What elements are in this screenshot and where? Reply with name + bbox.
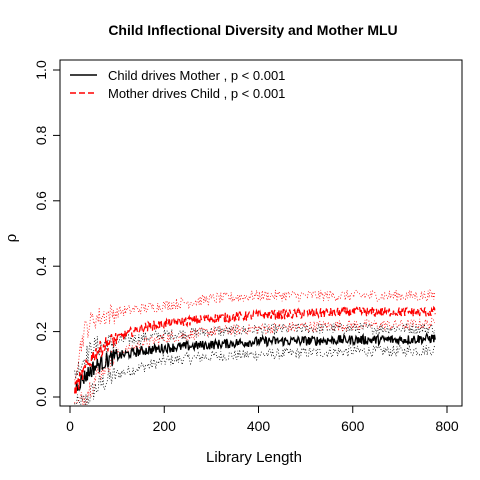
x-tick-label: 0	[66, 418, 74, 434]
x-tick-label: 200	[153, 418, 177, 434]
x-axis: 0 200 400 600 800	[66, 406, 459, 434]
legend-label-mother-drives-child: Mother drives Child , p < 0.001	[108, 86, 285, 101]
x-tick-label: 400	[247, 418, 271, 434]
series-band-mother-drives-child-lower	[75, 318, 435, 416]
plot-area	[75, 290, 436, 416]
y-tick-label: 0.2	[33, 322, 49, 342]
y-tick-label: 0.8	[33, 125, 49, 145]
legend: Child drives Mother , p < 0.001 Mother d…	[70, 68, 285, 101]
series-line-child-drives-mother	[75, 334, 436, 390]
y-tick-label: 0.0	[33, 387, 49, 407]
x-tick-label: 800	[435, 418, 459, 434]
chart-title: Child Inflectional Diversity and Mother …	[108, 22, 397, 38]
y-axis: 0.0 0.2 0.4 0.6 0.8 1.0	[33, 60, 60, 407]
series-line-mother-drives-child	[75, 307, 436, 394]
x-tick-label: 600	[341, 418, 365, 434]
x-axis-label: Library Length	[206, 449, 302, 466]
legend-label-child-drives-mother: Child drives Mother , p < 0.001	[108, 68, 285, 83]
y-tick-label: 0.4	[33, 256, 49, 276]
y-tick-label: 1.0	[33, 60, 49, 80]
y-tick-label: 0.6	[33, 191, 49, 211]
y-axis-label: ρ	[2, 233, 20, 242]
